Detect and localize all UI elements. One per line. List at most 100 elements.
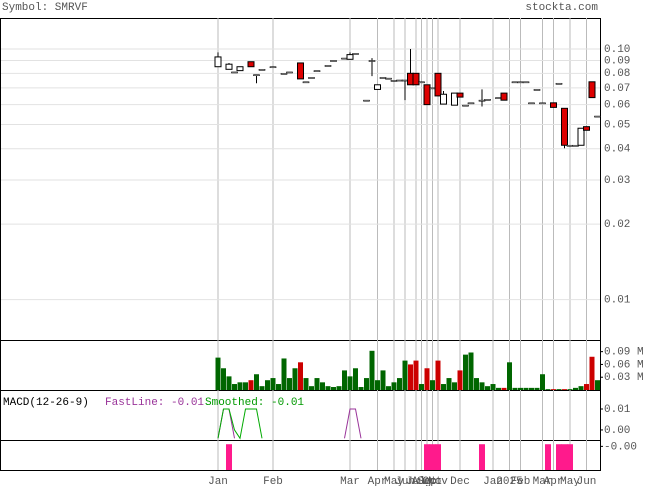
y-tick-label: 0.06 M xyxy=(604,359,644,371)
volume-bar xyxy=(584,384,589,390)
candle-body xyxy=(385,77,392,80)
macd-line xyxy=(344,408,362,439)
x-tick-label: May xyxy=(560,476,580,486)
volume-bar xyxy=(501,387,507,390)
volume-bar xyxy=(402,360,408,390)
candle-body xyxy=(434,72,442,97)
candle-body xyxy=(572,144,579,147)
site: stockta.com xyxy=(525,2,598,14)
candle-body xyxy=(588,81,596,99)
x-tick-label: Mar xyxy=(533,476,553,486)
volume-bar xyxy=(281,358,287,390)
legend-name: FastLine: xyxy=(105,397,164,409)
volume-bar xyxy=(331,387,336,390)
x-tick-label: May xyxy=(384,476,404,486)
volume-bar xyxy=(430,380,435,390)
volume-bar xyxy=(259,386,265,390)
candle-body xyxy=(577,127,585,146)
volume-bar xyxy=(562,389,567,390)
histogram-bar xyxy=(545,444,551,470)
y-tick-label: 0.01 xyxy=(604,404,631,416)
volume-bar xyxy=(556,389,562,390)
volume-bar xyxy=(397,378,402,390)
legend-name: Smoothed: xyxy=(205,397,264,409)
candle-body xyxy=(363,99,370,102)
volume-bar xyxy=(485,386,490,390)
histogram-bar xyxy=(567,444,573,470)
volume-bar xyxy=(342,370,347,390)
candle-body xyxy=(561,107,568,146)
candle-body xyxy=(484,99,491,101)
candle-body xyxy=(517,81,524,84)
x-tick-label: Jan xyxy=(208,476,228,486)
y-tick-label: 0.03 xyxy=(604,175,630,187)
histogram-bar xyxy=(424,444,430,470)
candle-body xyxy=(302,81,310,84)
volume-bar xyxy=(309,386,314,390)
candle-body xyxy=(396,79,403,82)
candle-body xyxy=(566,144,574,147)
y-tick-label: 0.10 xyxy=(604,44,630,56)
candle-body xyxy=(286,71,293,74)
volume-bar xyxy=(276,384,281,390)
volume-bar xyxy=(215,357,221,390)
candle-body xyxy=(308,77,315,79)
symbol: Symbol: SMRVF xyxy=(2,2,88,14)
candle-body xyxy=(374,84,381,90)
candle-body xyxy=(500,92,508,101)
legend-value: -0.01 xyxy=(271,397,304,409)
volume-bar xyxy=(386,386,391,390)
grid xyxy=(1,18,603,470)
x-tick-label: Dec xyxy=(450,476,470,486)
volume-bar xyxy=(265,380,270,390)
volume-bar xyxy=(232,384,237,390)
x-tick-label: Apr xyxy=(368,476,388,486)
candle-body xyxy=(330,60,337,62)
volume-bar xyxy=(347,376,353,390)
volume-bar xyxy=(457,370,463,390)
volume-bar xyxy=(573,387,578,390)
x-tick-label: Nov xyxy=(428,476,448,486)
macd-title: MACD(12-26-9) xyxy=(3,397,89,409)
volume-bar xyxy=(441,384,446,390)
legend-smoothed: Smoothed: -0.01 xyxy=(205,397,304,409)
volume-bar xyxy=(452,382,457,390)
candle-body xyxy=(418,81,425,84)
y-tick-label: 0.09 xyxy=(604,55,630,67)
x-tick-label: Mar xyxy=(340,476,360,486)
volume-bar xyxy=(314,378,320,390)
y-tick-label: 0.05 xyxy=(604,119,630,131)
volume-bar xyxy=(419,384,424,390)
candle-body xyxy=(594,115,601,118)
volume-bar xyxy=(380,370,386,390)
volume-bar xyxy=(254,374,259,390)
candle-body xyxy=(550,102,557,108)
y-tick-label: 0.00 xyxy=(604,425,630,437)
candle-body xyxy=(352,53,359,55)
volume-bar xyxy=(479,382,485,390)
volume-bar xyxy=(578,386,584,390)
volume-bar xyxy=(292,368,298,390)
candle-body xyxy=(324,65,332,67)
x-tick-label: Apr xyxy=(544,476,564,486)
volume-bar xyxy=(270,378,276,390)
x-tick-label: Feb xyxy=(511,476,531,486)
volume-bar xyxy=(512,387,518,390)
y-tick-label: 0.07 xyxy=(604,83,630,95)
candle-body xyxy=(511,81,519,84)
volume-bar xyxy=(375,380,380,390)
volume-bar xyxy=(391,382,397,390)
y-tick-label: 0.09 M xyxy=(604,347,644,359)
candle-body xyxy=(390,80,398,82)
volume-bar xyxy=(567,389,573,390)
volume-bar xyxy=(507,362,512,390)
x-tick-label: Aug xyxy=(412,476,432,486)
candle-body xyxy=(522,81,530,84)
candle-body xyxy=(368,60,376,62)
candle-body xyxy=(528,102,535,105)
volume-bar xyxy=(408,364,413,390)
candle-body xyxy=(225,63,233,70)
volume-bar xyxy=(320,382,325,390)
candle-body xyxy=(280,73,288,75)
volume-bar xyxy=(595,380,600,390)
